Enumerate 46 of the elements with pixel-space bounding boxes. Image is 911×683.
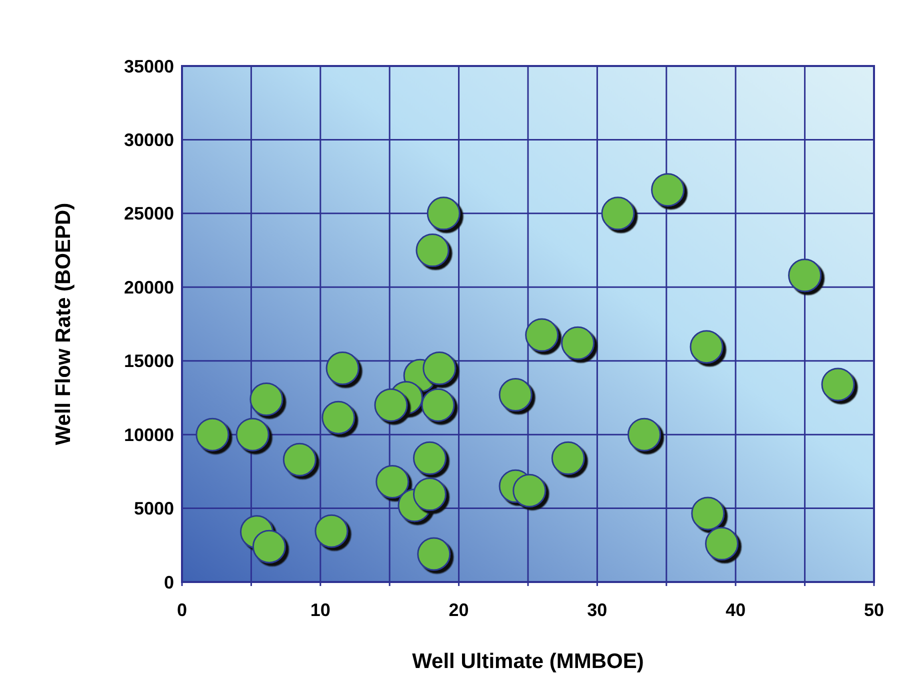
point	[322, 400, 356, 434]
point	[421, 388, 455, 422]
x-tick-label: 10	[310, 600, 330, 620]
y-tick-label: 25000	[124, 204, 174, 224]
point	[196, 418, 230, 452]
y-tick-label: 0	[164, 572, 174, 592]
x-tick-label: 20	[448, 600, 469, 620]
point	[374, 388, 408, 422]
y-axis-title: Well Flow Rate (BOEPD)	[52, 202, 75, 446]
point	[705, 526, 739, 560]
x-tick-label: 0	[176, 600, 188, 620]
point	[691, 496, 725, 530]
point	[426, 196, 460, 230]
point	[551, 441, 585, 475]
y-tick-label: 35000	[124, 56, 174, 76]
point	[525, 318, 559, 352]
y-tick-label: 30000	[124, 130, 174, 150]
point	[252, 530, 286, 564]
x-tick-label: 40	[726, 600, 746, 620]
point	[282, 442, 316, 476]
x-tick-label: 50	[864, 600, 884, 620]
y-tick-label: 5000	[134, 498, 174, 519]
y-tick-label: 20000	[124, 277, 174, 298]
point	[498, 378, 532, 412]
point	[628, 418, 662, 452]
point	[326, 351, 360, 385]
point	[412, 478, 446, 512]
point	[821, 368, 855, 402]
y-tick-label: 10000	[124, 424, 174, 445]
point	[561, 326, 595, 360]
point	[236, 418, 270, 452]
point	[651, 173, 685, 207]
point	[412, 441, 446, 475]
point	[416, 234, 450, 268]
y-tick-label: 15000	[124, 351, 174, 372]
point	[601, 196, 635, 230]
point	[376, 465, 410, 498]
point	[422, 351, 456, 385]
x-tick-label: 30	[587, 600, 608, 620]
point	[788, 258, 822, 292]
x-axis-title: Well Ultimate (MMBOE)	[412, 650, 644, 673]
point	[314, 514, 348, 548]
point	[512, 474, 546, 508]
point	[417, 537, 451, 571]
point	[250, 382, 284, 416]
point	[690, 330, 724, 364]
